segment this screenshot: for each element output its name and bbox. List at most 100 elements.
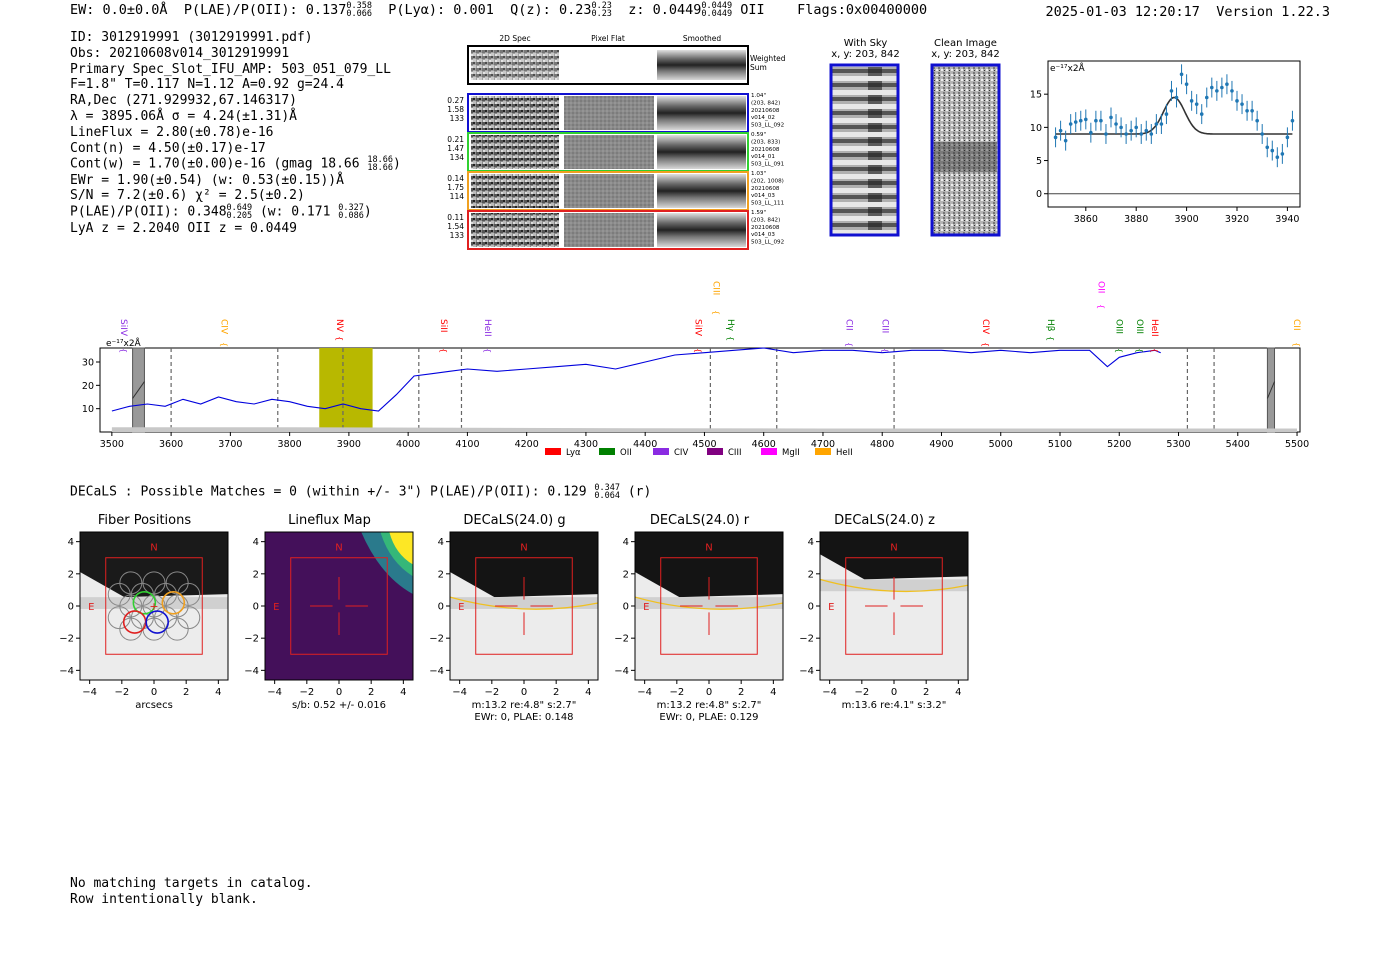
- cutout-row-meta: (203, 833): [751, 139, 780, 145]
- zoom-data-point: [1109, 115, 1113, 120]
- north-label: N: [520, 542, 527, 553]
- spectrum-highlight-band: [319, 348, 373, 432]
- image-ytick-label: −2: [244, 634, 259, 645]
- spectrum-line-label: SiIV: [693, 319, 703, 337]
- spectrum-ytick-label: 20: [82, 381, 94, 392]
- zoom-data-point: [1250, 108, 1254, 113]
- info-contw-close: ): [393, 156, 401, 172]
- spectrum-line-label: CIV: [980, 319, 990, 335]
- header-plae-hi: 0.358: [346, 1, 372, 11]
- cutout-row-meta: 20210608: [751, 108, 780, 114]
- fiber-circle: [119, 594, 143, 618]
- zoom-data-point: [1245, 108, 1249, 113]
- zoom-data-point: [1169, 89, 1174, 93]
- fiber-circle: [165, 594, 189, 618]
- cutout-row-meta: v014_01: [751, 154, 775, 160]
- north-label: N: [890, 542, 897, 553]
- image-xtick-label: −4: [267, 687, 282, 698]
- image-ytick-label: 0: [623, 602, 629, 613]
- spectrum-line: [111, 347, 1161, 412]
- zoom-xtick-label: 3940: [1275, 214, 1299, 225]
- spectrum-line-label-mark: {: [119, 348, 128, 353]
- zoom-data-point: [1275, 155, 1280, 160]
- zoom-data-point: [1164, 112, 1169, 116]
- spectrum-xtick-label: 4800: [870, 439, 894, 450]
- zoom-data-point: [1270, 148, 1275, 153]
- spectrum-legend-swatch: [599, 448, 615, 455]
- spectrum-line-label-mark: {: [1292, 342, 1301, 347]
- info-primary: Primary Spec_Slot_IFU_AMP: 503_051_079_L…: [70, 61, 391, 77]
- spectrum-xtick-label: 5100: [1048, 439, 1072, 450]
- cutout-row-value: 1.75: [447, 183, 464, 192]
- zoom-data-point: [1104, 132, 1108, 136]
- fiber-circle: [154, 582, 178, 606]
- info-lya: LyA z = 2.2040 OII z = 0.0449: [70, 220, 297, 236]
- spectrum-line-label: OIII: [1113, 319, 1123, 334]
- east-label: E: [88, 602, 94, 613]
- cutout-row-value: 114: [450, 192, 465, 201]
- spectrum-plot-area: [99, 347, 1301, 433]
- image-xtick-label: −4: [637, 687, 652, 698]
- image-ytick-label: 0: [253, 602, 259, 613]
- header-z-bounds: 0.0449 0.0449: [701, 2, 732, 19]
- zoom-ytick-label: 5: [1036, 156, 1042, 167]
- fiber-circle: [119, 617, 143, 641]
- with-sky-image: [829, 63, 900, 237]
- cutout-row-frame: [467, 210, 749, 250]
- image-xlabel: m:13.2 re:4.8" s:2.7": [472, 700, 577, 711]
- zoom-data-point: [1099, 118, 1103, 123]
- cutout-row-value: 1.47: [447, 144, 464, 153]
- header-q-bounds: 0.23 0.23: [591, 2, 611, 19]
- cutout-row-value: 134: [450, 153, 465, 162]
- info-sn: S/N = 7.2(±0.6) χ² = 2.5(±0.2): [70, 188, 305, 204]
- cutout-row-meta: (203, 842): [751, 217, 780, 223]
- spectrum-xtick-label: 3900: [337, 439, 361, 450]
- spectrum-legend-label: Lyα: [566, 448, 581, 458]
- spectrum-xtick-label: 3600: [159, 439, 183, 450]
- zoom-data-point: [1063, 138, 1068, 143]
- spectrum-xtick-label: 4000: [396, 439, 420, 450]
- image-ytick-label: 0: [68, 602, 74, 613]
- image-ytick-label: 4: [808, 537, 814, 548]
- image-xlabel: m:13.2 re:4.8" s:2.7": [657, 700, 762, 711]
- zoom-data-point: [1189, 99, 1194, 103]
- zoom-data-point: [1058, 128, 1063, 133]
- cutout-pixel-flat: [564, 96, 654, 130]
- east-label: E: [273, 602, 279, 613]
- col-smoothed: Smoothed: [682, 34, 722, 43]
- info-plae: P(LAE)/P(OII): 0.3480.649 0.205 (w: 0.171…: [70, 204, 401, 222]
- spectrum-line-label-mark: {: [483, 348, 492, 353]
- spectrum-line-label-mark: {: [711, 310, 720, 315]
- spectrum-xtick-label: 5200: [1107, 439, 1131, 450]
- cutout-row-value: 0.14: [447, 174, 464, 183]
- zoom-data-point: [1134, 125, 1138, 130]
- spectrum-line-label-mark: {: [694, 348, 703, 353]
- fiber-circle-green: [132, 590, 157, 615]
- cutout-row-meta: 20210608: [751, 225, 780, 231]
- cutout-smoothed: [657, 174, 746, 208]
- image-xtick-label: 0: [521, 687, 527, 698]
- with-sky-title: With Sky x, y: 203, 842: [818, 38, 913, 60]
- spectrum-line-label: SiII: [438, 319, 448, 333]
- image-transition: [635, 597, 783, 609]
- info-contw-lo: 18.66: [367, 163, 394, 174]
- image-xlabel: s/b: 0.52 +/- 0.016: [292, 700, 386, 711]
- zoom-data-point: [1149, 132, 1154, 136]
- header-q: Q(z): 0.23: [510, 2, 592, 18]
- zoom-fit-curve: [1055, 96, 1293, 135]
- spectrum-line-label-mark: {: [1135, 348, 1144, 353]
- image-xtick-label: 0: [151, 687, 157, 698]
- spectrum-line-label-mark: {: [1097, 304, 1106, 309]
- spectrum-legend-swatch: [653, 448, 669, 455]
- image-panel-title: DECaLS(24.0) z: [834, 513, 935, 528]
- image-panel: N E −4 −4 −2 −2 0 0 2 2 4 4 m:13.6 re:4.1" s:3.2": [799, 531, 969, 711]
- info-plae-lo: 0.205: [226, 211, 253, 222]
- zoom-data-point: [1290, 118, 1295, 123]
- spectrum-line-label-mark: {: [335, 336, 344, 341]
- fiber-circle: [119, 571, 143, 595]
- image-xtick-label: 2: [368, 687, 374, 698]
- spectrum-xtick-label: 4200: [515, 439, 539, 450]
- zoom-fit-chart: e⁻¹⁷x2Å 3860 3880 3900 3920 3940 0 5 10 15: [1030, 60, 1301, 225]
